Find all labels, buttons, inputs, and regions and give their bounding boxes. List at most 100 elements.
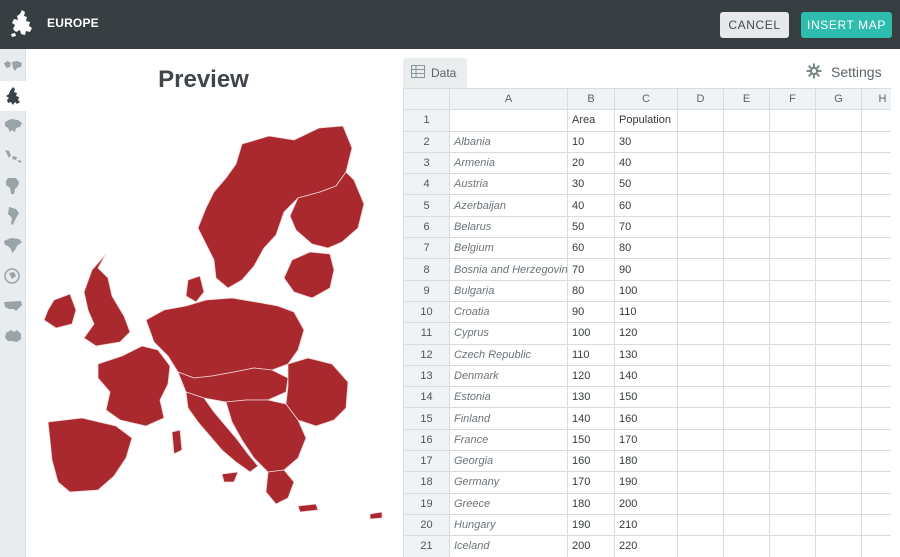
cell-d[interactable] bbox=[677, 407, 724, 430]
cell-h[interactable] bbox=[861, 151, 891, 175]
cell-f[interactable] bbox=[769, 300, 816, 324]
cell-g[interactable] bbox=[815, 300, 862, 324]
cell-b[interactable]: Area bbox=[567, 109, 615, 132]
row-number[interactable]: 11 bbox=[403, 322, 450, 345]
settings-button[interactable]: Settings bbox=[806, 62, 882, 82]
cell-f[interactable] bbox=[769, 492, 816, 515]
africa-map-icon[interactable] bbox=[0, 171, 26, 201]
cell-d[interactable] bbox=[677, 471, 724, 494]
cell-h[interactable] bbox=[861, 428, 891, 452]
row-number[interactable]: 19 bbox=[403, 492, 450, 515]
cell-f[interactable] bbox=[769, 535, 816, 557]
cell-f[interactable] bbox=[769, 364, 816, 388]
cell-b[interactable]: 30 bbox=[567, 173, 615, 196]
cell-b[interactable]: 130 bbox=[567, 386, 615, 409]
cell-a[interactable]: Armenia bbox=[449, 151, 568, 175]
cell-c[interactable]: 120 bbox=[614, 322, 678, 345]
cell-d[interactable] bbox=[677, 279, 724, 302]
cell-d[interactable] bbox=[677, 535, 724, 557]
cell-a[interactable]: Finland bbox=[449, 407, 568, 430]
cell-e[interactable] bbox=[723, 471, 770, 494]
cell-f[interactable] bbox=[769, 130, 816, 153]
column-header-a[interactable]: A bbox=[449, 88, 568, 111]
cell-f[interactable] bbox=[769, 194, 816, 217]
cell-c[interactable]: 130 bbox=[614, 343, 678, 366]
cell-f[interactable] bbox=[769, 407, 816, 430]
cell-d[interactable] bbox=[677, 428, 724, 452]
cell-g[interactable] bbox=[815, 279, 862, 302]
cell-h[interactable] bbox=[861, 237, 891, 260]
asia-map-icon[interactable] bbox=[0, 111, 26, 141]
cell-b[interactable]: 150 bbox=[567, 428, 615, 452]
cell-e[interactable] bbox=[723, 300, 770, 324]
cell-g[interactable] bbox=[815, 450, 862, 473]
europe-map-icon[interactable] bbox=[0, 81, 26, 111]
cell-d[interactable] bbox=[677, 300, 724, 324]
cell-c[interactable]: 220 bbox=[614, 535, 678, 557]
cell-e[interactable] bbox=[723, 364, 770, 388]
cell-a[interactable]: Denmark bbox=[449, 364, 568, 388]
cell-a[interactable]: Belarus bbox=[449, 215, 568, 239]
cell-e[interactable] bbox=[723, 492, 770, 515]
cell-b[interactable]: 200 bbox=[567, 535, 615, 557]
row-number[interactable]: 9 bbox=[403, 279, 450, 302]
cell-e[interactable] bbox=[723, 258, 770, 281]
row-number[interactable]: 14 bbox=[403, 386, 450, 409]
cell-g[interactable] bbox=[815, 364, 862, 388]
cell-d[interactable] bbox=[677, 151, 724, 175]
cell-a[interactable]: Germany bbox=[449, 471, 568, 494]
cell-b[interactable]: 190 bbox=[567, 513, 615, 537]
cell-g[interactable] bbox=[815, 471, 862, 494]
cell-c[interactable]: 100 bbox=[614, 279, 678, 302]
insert-map-button[interactable]: INSERT MAP bbox=[801, 12, 892, 38]
cell-g[interactable] bbox=[815, 428, 862, 452]
row-number[interactable]: 15 bbox=[403, 407, 450, 430]
cell-e[interactable] bbox=[723, 237, 770, 260]
cell-a[interactable]: Belgium bbox=[449, 237, 568, 260]
cell-c[interactable]: 140 bbox=[614, 364, 678, 388]
row-number[interactable]: 16 bbox=[403, 428, 450, 452]
cell-e[interactable] bbox=[723, 215, 770, 239]
cell-c[interactable]: 210 bbox=[614, 513, 678, 537]
cell-c[interactable]: 110 bbox=[614, 300, 678, 324]
cell-b[interactable]: 100 bbox=[567, 322, 615, 345]
row-number[interactable]: 7 bbox=[403, 237, 450, 260]
cell-f[interactable] bbox=[769, 343, 816, 366]
cell-c[interactable]: 70 bbox=[614, 215, 678, 239]
cell-e[interactable] bbox=[723, 173, 770, 196]
row-number[interactable]: 8 bbox=[403, 258, 450, 281]
world-map-icon[interactable] bbox=[0, 51, 26, 81]
cell-e[interactable] bbox=[723, 109, 770, 132]
cell-e[interactable] bbox=[723, 322, 770, 345]
cell-g[interactable] bbox=[815, 151, 862, 175]
cell-h[interactable] bbox=[861, 471, 891, 494]
cell-d[interactable] bbox=[677, 215, 724, 239]
cancel-button[interactable]: CANCEL bbox=[720, 12, 789, 38]
cell-b[interactable]: 180 bbox=[567, 492, 615, 515]
cell-g[interactable] bbox=[815, 386, 862, 409]
cell-h[interactable] bbox=[861, 194, 891, 217]
cell-f[interactable] bbox=[769, 513, 816, 537]
cell-a[interactable]: Bulgaria bbox=[449, 279, 568, 302]
cell-h[interactable] bbox=[861, 215, 891, 239]
cell-b[interactable]: 120 bbox=[567, 364, 615, 388]
cell-b[interactable]: 80 bbox=[567, 279, 615, 302]
column-header-b[interactable]: B bbox=[567, 88, 615, 111]
cell-h[interactable] bbox=[861, 109, 891, 132]
cell-a[interactable]: Azerbaijan bbox=[449, 194, 568, 217]
southeast-asia-map-icon[interactable] bbox=[0, 141, 26, 171]
cell-h[interactable] bbox=[861, 300, 891, 324]
cell-h[interactable] bbox=[861, 407, 891, 430]
column-header-d[interactable]: D bbox=[677, 88, 724, 111]
australia-map-icon[interactable] bbox=[0, 321, 26, 351]
row-number[interactable]: 3 bbox=[403, 151, 450, 175]
row-number[interactable]: 5 bbox=[403, 194, 450, 217]
row-number[interactable]: 6 bbox=[403, 215, 450, 239]
cell-f[interactable] bbox=[769, 151, 816, 175]
cell-f[interactable] bbox=[769, 428, 816, 452]
cell-h[interactable] bbox=[861, 173, 891, 196]
cell-e[interactable] bbox=[723, 428, 770, 452]
cell-d[interactable] bbox=[677, 513, 724, 537]
cell-a[interactable]: Croatia bbox=[449, 300, 568, 324]
cell-a[interactable]: France bbox=[449, 428, 568, 452]
